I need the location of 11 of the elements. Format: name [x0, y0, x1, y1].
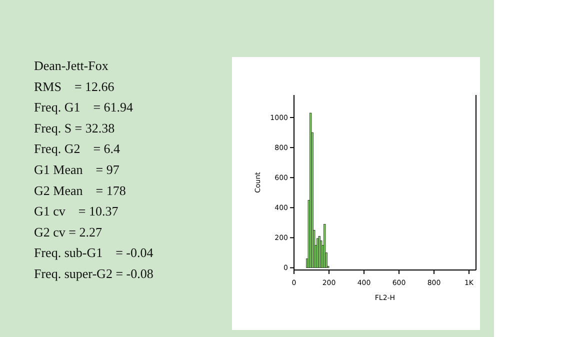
text: RMS = 12.66 — [34, 78, 115, 94]
text: G2 Mean = 178 — [34, 182, 126, 198]
text: Freq. sub-G1 = -0.04 — [34, 245, 154, 260]
text: Dean-Jett-Fox — [34, 58, 109, 73]
text: Freq. super-G2 = -0.08 — [34, 266, 154, 281]
text: G2 cv = 2.27 — [34, 224, 102, 240]
text: Freq. G2 = 6.4 — [34, 141, 121, 156]
text: G1 Mean = 97 — [34, 162, 120, 177]
text: Freq. G1 = 61.94 — [34, 100, 134, 115]
text: G1 cv = 10.37 — [34, 204, 119, 219]
text: Freq. S = 32.38 — [34, 120, 115, 136]
